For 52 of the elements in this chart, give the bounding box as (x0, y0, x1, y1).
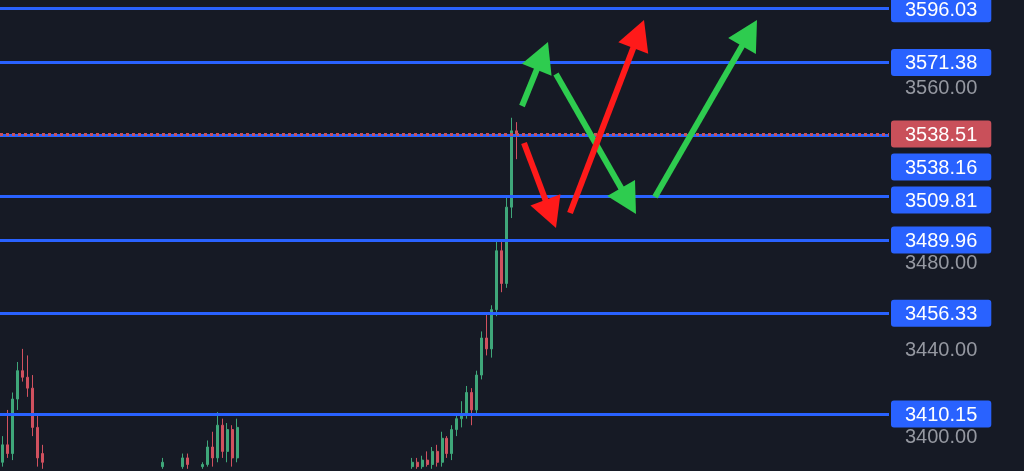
candlestick (221, 418, 224, 459)
candlestick (211, 431, 214, 468)
candlestick (480, 330, 483, 380)
candlestick (31, 374, 34, 437)
y-tick-label: 3480.00 (905, 250, 978, 273)
ref-line-label: 3538.51 (905, 123, 978, 146)
candlestick (450, 424, 453, 461)
candlestick (470, 387, 473, 426)
ref-line-label: 3509.81 (905, 189, 978, 212)
candlestick (186, 453, 189, 470)
candlestick (475, 370, 478, 415)
y-tick-label: 3440.00 (905, 337, 978, 360)
candlestick (6, 409, 9, 459)
ref-line-label: 3489.96 (905, 228, 978, 251)
candlestick (441, 431, 444, 468)
candlestick (161, 457, 164, 470)
candlestick (411, 457, 414, 470)
candlestick (226, 422, 229, 463)
candlestick (510, 117, 513, 219)
candlestick (41, 444, 44, 470)
y-tick-label: 3560.00 (905, 76, 978, 99)
candlestick (236, 418, 239, 463)
candlestick (206, 439, 209, 468)
candlestick (1, 435, 4, 468)
candlestick (445, 435, 448, 459)
ref-line-label: 3571.38 (905, 51, 978, 74)
y-tick-label: 3400.00 (905, 425, 978, 448)
ref-line-label: 3538.16 (905, 156, 978, 179)
candlestick (36, 413, 39, 468)
candlestick (421, 455, 424, 470)
candlestick (431, 446, 434, 470)
candlestick (16, 361, 19, 411)
candlestick (490, 304, 493, 359)
ref-line-label: 3410.15 (905, 402, 978, 425)
ref-line-label: 3456.33 (905, 302, 978, 325)
candlestick (465, 385, 468, 420)
candlestick (436, 444, 439, 468)
candlestick (201, 461, 204, 470)
candlestick (455, 413, 458, 437)
candlestick (181, 453, 184, 470)
candlestick (11, 392, 14, 461)
candlestick (216, 411, 219, 463)
candlestick (26, 354, 29, 398)
candlestick (485, 313, 488, 356)
candlestick (416, 457, 419, 470)
candlestick (21, 348, 24, 383)
ref-line-label: 3596.03 (905, 0, 978, 20)
candlestick (500, 239, 503, 293)
candlestick (231, 424, 234, 468)
candlestick (495, 239, 498, 317)
candlestick (426, 450, 429, 468)
candlestick (505, 195, 508, 289)
